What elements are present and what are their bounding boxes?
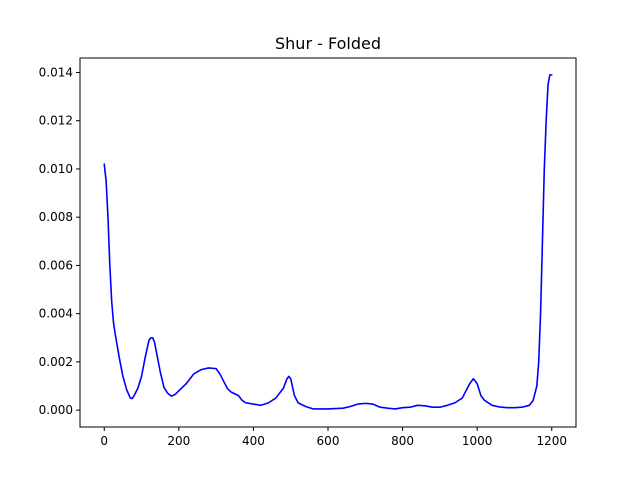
y-tick-label: 0.000 — [39, 403, 73, 417]
x-axis: 0 200 400 600 800 1000 1200 — [100, 427, 567, 448]
y-tick-label: 0.002 — [39, 355, 73, 369]
y-tick-label: 0.014 — [39, 65, 73, 79]
x-tick-label: 1000 — [462, 434, 493, 448]
x-tick-label: 200 — [167, 434, 190, 448]
y-tick-label: 0.010 — [39, 162, 73, 176]
x-tick-label: 600 — [317, 434, 340, 448]
y-tick-label: 0.008 — [39, 210, 73, 224]
x-tick-label: 400 — [242, 434, 265, 448]
x-tick-label: 800 — [391, 434, 414, 448]
y-tick-label: 0.012 — [39, 114, 73, 128]
y-axis: 0.000 0.002 0.004 0.006 0.008 0.010 0.012 0.014 — [39, 65, 80, 417]
x-tick-label: 1200 — [536, 434, 567, 448]
plot-area — [103, 74, 553, 410]
x-tick-label: 0 — [100, 434, 108, 448]
series-line-0 — [103, 74, 553, 410]
y-tick-label: 0.004 — [39, 307, 73, 321]
y-tick-label: 0.006 — [39, 258, 73, 272]
chart-title: Shur - Folded — [275, 34, 381, 53]
